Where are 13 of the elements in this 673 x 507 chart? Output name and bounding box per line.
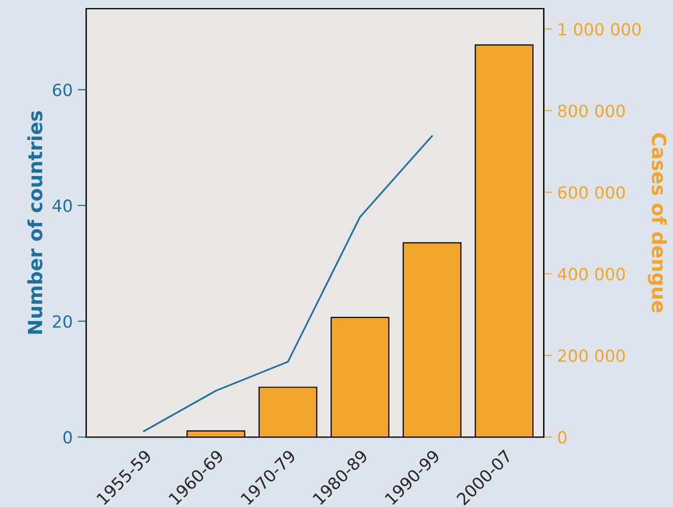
y2-tick-label: 200 000: [558, 349, 625, 362]
y-axis-title: Number of countries: [27, 111, 42, 334]
y-tick-label: 60: [52, 84, 72, 96]
y-tick-label: 40: [52, 199, 72, 212]
y2-tick-label: 1 000 000: [558, 22, 641, 36]
y2-axis-title: Cases of dengue: [648, 133, 667, 312]
y2-tick-label: 0: [558, 430, 566, 444]
line-series: [142, 135, 433, 432]
y2-tick-label: 800 000: [558, 104, 625, 118]
y2-tick-label: 400 000: [558, 268, 625, 280]
y-tick-label: 20: [52, 315, 72, 328]
y2-tick-label: 600 000: [558, 186, 625, 199]
y-tick-label: 0: [63, 430, 72, 444]
